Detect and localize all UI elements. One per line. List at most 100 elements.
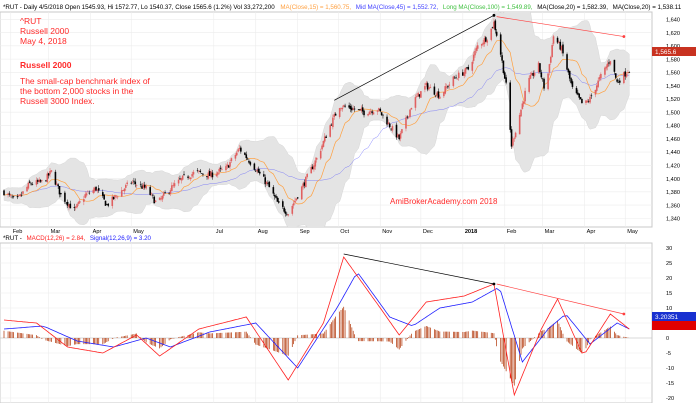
candle-body (452, 76, 455, 87)
candle-body (11, 196, 13, 198)
candle-body (217, 172, 219, 175)
candle-body (198, 170, 200, 172)
candle-body (436, 92, 438, 96)
candle-body (38, 179, 40, 183)
ma-extra2-label: MA(Close,20) = 1,538.11 (613, 4, 682, 11)
candle-body (171, 185, 173, 192)
candle-body (143, 184, 146, 188)
candle-body (238, 147, 241, 150)
candle-body (395, 124, 398, 138)
candle-body (386, 116, 388, 125)
candle-body (30, 183, 32, 185)
annotation-symbol: ^RUT (20, 16, 41, 26)
candle-body (447, 86, 449, 88)
candle-body (257, 168, 260, 173)
candle-body (448, 84, 451, 86)
candle-body (502, 60, 505, 74)
candle-body (153, 196, 156, 204)
candle-body (594, 89, 597, 95)
candle-body (571, 81, 574, 87)
candle-body (575, 87, 578, 94)
candle-body (116, 196, 119, 198)
price-line: *RUT - Daily 4/5/2018 Open 1545.93, Hi 1… (3, 4, 275, 11)
candlesticks (3, 18, 631, 217)
candle-body (28, 181, 31, 183)
candle-body (192, 171, 195, 175)
candle-body (302, 183, 304, 188)
candle-body (169, 190, 172, 194)
candle-body (380, 112, 383, 116)
candle-body (12, 196, 15, 197)
candle-body (305, 176, 307, 188)
candle-body (187, 176, 189, 178)
candle-body (627, 72, 629, 74)
price-trendline (496, 16, 624, 37)
candle-body (275, 195, 277, 198)
candle-body (199, 170, 202, 172)
candle-body (539, 63, 541, 73)
candle-body (501, 55, 503, 61)
candle-body (207, 172, 210, 179)
macd-label: MACD(12,26) = 2.84, (27, 235, 86, 242)
price-tick-label: 1,520 (666, 97, 680, 103)
candle-body (107, 203, 110, 206)
candle-body (152, 194, 154, 196)
candle-body (321, 145, 323, 150)
candle-body (590, 95, 593, 97)
candle-body (361, 107, 364, 112)
candle-body (103, 194, 105, 200)
candle-body (598, 77, 601, 80)
candle-body (466, 67, 468, 69)
candle-body (256, 169, 258, 172)
candle-body (7, 193, 9, 196)
candle-body (541, 78, 544, 80)
candle-body (491, 27, 494, 28)
candle-body (120, 190, 123, 197)
candle-body (351, 107, 353, 111)
candle-body (45, 180, 47, 182)
candle-body (562, 44, 564, 54)
macd-tick-label: -20 (666, 396, 674, 402)
macd-badge-text: 3.20351 (655, 314, 679, 321)
candle-body (333, 114, 336, 118)
x-tick-label: Aug (258, 229, 268, 235)
candle-body (332, 117, 334, 128)
candle-body (493, 21, 495, 29)
candle-body (378, 108, 380, 111)
trendline-end (492, 13, 496, 17)
candle-body (613, 59, 616, 72)
ma-mid-line (3, 67, 630, 196)
candle-body (74, 206, 77, 209)
macd-tick-label: 10 (666, 306, 672, 312)
candle-body (218, 168, 220, 172)
candle-body (41, 180, 43, 181)
price-tick-label: 1,460 (666, 137, 680, 143)
candle-body (494, 20, 497, 31)
candle-body (57, 184, 59, 186)
price-tick-label: 1,580 (666, 57, 680, 63)
candle-body (367, 113, 369, 116)
candle-body (3, 190, 5, 196)
candle-body (360, 108, 363, 111)
candle-body (467, 66, 470, 70)
candle-body (200, 173, 203, 174)
candle-body (532, 72, 534, 76)
signal-line (3, 273, 630, 369)
candle-body (518, 114, 521, 135)
candle-body (68, 204, 70, 208)
x-tick-label: Apr (93, 229, 102, 235)
candle-body (181, 175, 184, 180)
candle-body (46, 173, 49, 183)
price-trendlines (334, 13, 626, 101)
candle-body (191, 174, 193, 177)
candle-body (295, 198, 298, 201)
candle-body (60, 192, 62, 195)
candle-body (371, 111, 373, 114)
candle-body (510, 129, 513, 147)
candle-body (202, 173, 204, 175)
candle-body (226, 164, 229, 167)
trendline-end (622, 312, 626, 316)
candle-body (417, 92, 419, 97)
candle-body (399, 133, 402, 139)
